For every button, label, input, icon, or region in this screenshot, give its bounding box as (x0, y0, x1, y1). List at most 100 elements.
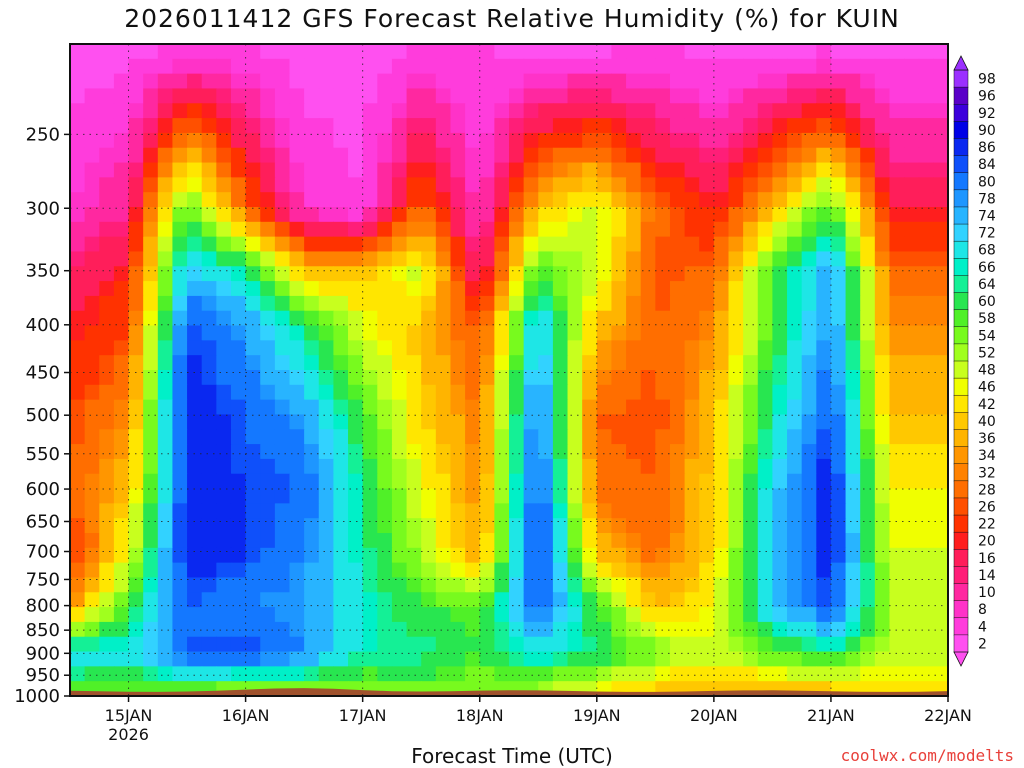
heatmap-cell (113, 58, 130, 75)
heatmap-cell (362, 73, 378, 90)
heatmap-cell (377, 266, 393, 282)
heatmap-cell (245, 414, 261, 430)
heatmap-cell (596, 651, 613, 667)
heatmap-cell (787, 221, 803, 238)
heatmap-cell (669, 88, 686, 104)
heatmap-cell (669, 44, 686, 60)
heatmap-cell (187, 533, 203, 549)
heatmap-cell (465, 429, 481, 445)
heatmap-cell (918, 192, 934, 208)
heatmap-cell (435, 340, 452, 356)
heatmap-cell (582, 147, 598, 164)
heatmap-cell (172, 58, 188, 75)
heatmap-cell (655, 607, 671, 623)
heatmap-cell (450, 88, 466, 104)
heatmap-cell (889, 58, 905, 75)
heatmap-cell (787, 295, 803, 312)
heatmap-cell (509, 503, 525, 519)
heatmap-cell (640, 444, 656, 460)
heatmap-cell (479, 221, 495, 238)
heatmap-cell (333, 666, 349, 682)
heatmap-cell (904, 444, 920, 460)
heatmap-cell (845, 503, 861, 519)
heatmap-cell (889, 177, 905, 193)
heatmap-cell (260, 577, 276, 593)
heatmap-cell (713, 429, 730, 445)
heatmap-cell (713, 207, 730, 223)
heatmap-cell (772, 503, 788, 519)
heatmap-cell (626, 177, 642, 193)
heatmap-cell (801, 118, 817, 134)
heatmap-cell (201, 340, 217, 356)
heatmap-cell (582, 251, 598, 267)
heatmap-cell (362, 355, 378, 371)
heatmap-cell (596, 88, 613, 104)
heatmap-cell (830, 73, 847, 90)
heatmap-cell (816, 651, 832, 667)
heatmap-cell (216, 592, 232, 608)
heatmap-cell (479, 310, 495, 327)
heatmap-cell (230, 429, 247, 445)
heatmap-cell (333, 73, 349, 90)
heatmap-cell (640, 73, 656, 90)
heatmap-cell (509, 340, 525, 356)
heatmap-cell (187, 118, 203, 134)
heatmap-cell (552, 207, 569, 223)
heatmap-cell (509, 58, 525, 75)
heatmap-cell (626, 429, 642, 445)
heatmap-cell (567, 162, 583, 178)
heatmap-cell (84, 458, 100, 475)
heatmap-cell (904, 325, 920, 341)
colorbar-swatch (953, 275, 969, 294)
heatmap-cell (391, 251, 408, 267)
heatmap-cell (757, 88, 773, 104)
heatmap-cell (655, 132, 671, 149)
heatmap-cell (391, 444, 408, 460)
heatmap-cell (816, 340, 832, 356)
heatmap-cell (230, 503, 247, 519)
heatmap-cell (230, 325, 247, 341)
heatmap-cell (172, 340, 188, 356)
heatmap-cell (99, 192, 115, 208)
heatmap-cell (230, 118, 247, 134)
heatmap-cell (157, 636, 174, 653)
heatmap-cell (172, 88, 188, 104)
colorbar-swatch (953, 103, 969, 123)
heatmap-cell (84, 340, 100, 356)
heatmap-cell (801, 518, 817, 534)
heatmap-cell (230, 236, 247, 253)
heatmap-cell (787, 429, 803, 445)
heatmap-cell (801, 295, 817, 312)
heatmap-cell (728, 592, 744, 608)
heatmap-cell (230, 162, 247, 178)
heatmap-cell (128, 88, 144, 104)
heatmap-cell (918, 236, 934, 253)
heatmap-cell (435, 384, 452, 401)
heatmap-cell (684, 132, 700, 149)
heatmap-cell (157, 562, 174, 579)
heatmap-cell (113, 162, 130, 178)
heatmap-cell (626, 547, 642, 564)
heatmap-cell (640, 147, 656, 164)
heatmap-cell (70, 177, 86, 193)
heatmap-cell (143, 666, 159, 682)
heatmap-cell (918, 251, 934, 267)
heatmap-cell (611, 44, 627, 60)
heatmap-cell (99, 384, 115, 401)
heatmap-cell (289, 384, 305, 401)
heatmap-cell (655, 310, 671, 327)
heatmap-cell (684, 251, 700, 267)
heatmap-cell (435, 473, 452, 490)
heatmap-cell (918, 355, 934, 371)
heatmap-cell (274, 88, 291, 104)
heatmap-cell (113, 295, 130, 312)
heatmap-cell (479, 458, 495, 475)
heatmap-cell (626, 73, 642, 90)
heatmap-cell (904, 577, 920, 593)
heatmap-cell (494, 651, 510, 667)
heatmap-cell (435, 592, 452, 608)
heatmap-cell (552, 162, 569, 178)
heatmap-cell (626, 621, 642, 638)
heatmap-cell (260, 207, 276, 223)
heatmap-cell (669, 162, 686, 178)
